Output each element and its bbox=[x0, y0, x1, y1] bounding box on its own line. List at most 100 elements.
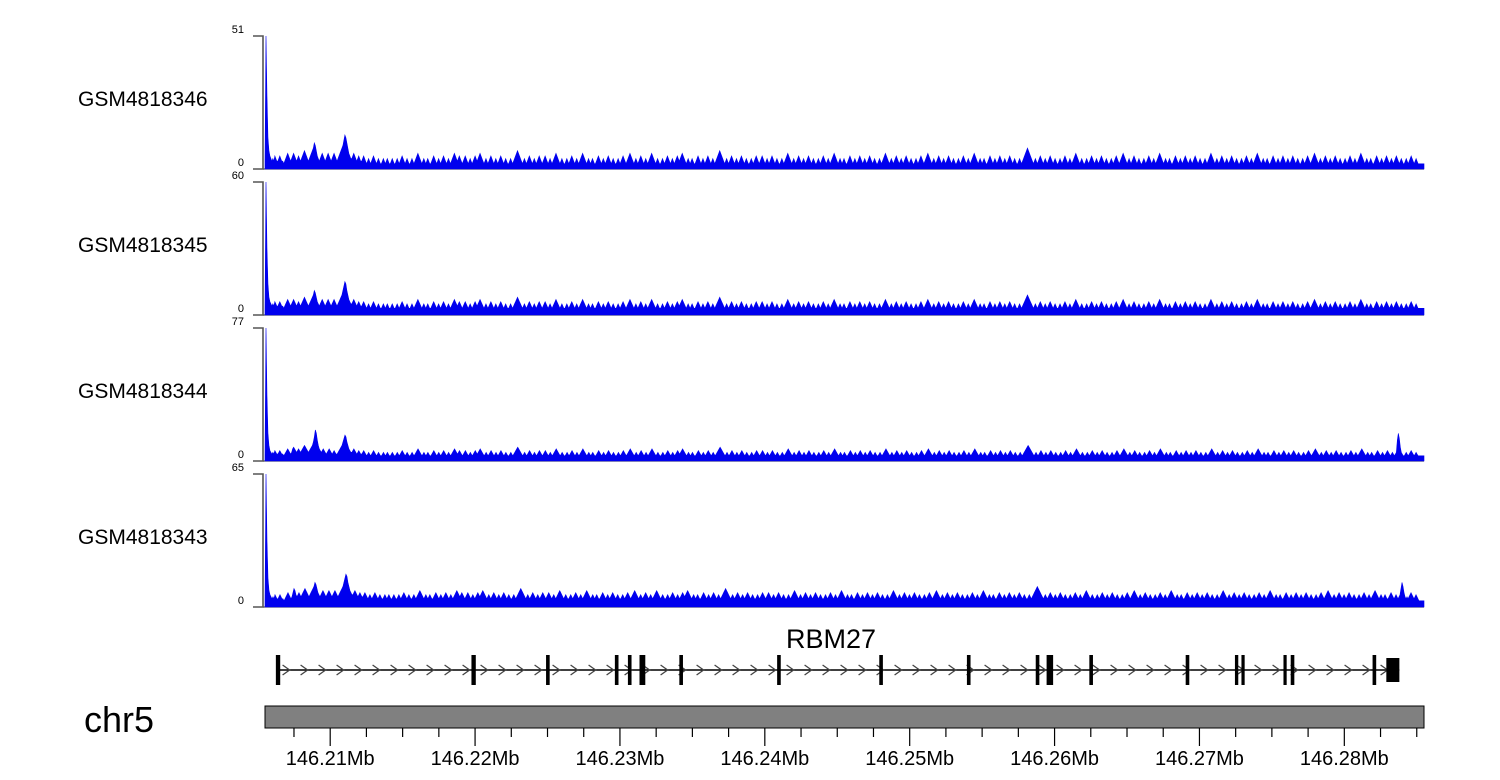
chromosome-label: chr5 bbox=[84, 699, 155, 740]
strand-arrow-icon bbox=[480, 664, 489, 676]
strand-arrow-icon bbox=[984, 664, 993, 676]
strand-arrow-icon bbox=[1056, 664, 1065, 676]
strand-arrow-icon bbox=[1200, 664, 1209, 676]
strand-arrow-icon bbox=[570, 664, 579, 676]
axis-min-label: 0 bbox=[237, 303, 244, 315]
strand-arrow-icon bbox=[822, 664, 831, 676]
strand-arrow-icon bbox=[354, 664, 363, 676]
axis-max-label: 77 bbox=[231, 316, 244, 328]
strand-arrow-icon bbox=[588, 664, 597, 676]
ruler-tick-label: 146.21Mb bbox=[285, 748, 375, 770]
strand-arrow-icon bbox=[426, 664, 435, 676]
strand-arrow-icon bbox=[858, 664, 867, 676]
strand-arrow-icon bbox=[462, 664, 471, 676]
axis-min-label: 0 bbox=[237, 157, 244, 169]
exon[interactable] bbox=[1241, 655, 1245, 685]
ruler-tick-label: 146.23Mb bbox=[575, 748, 665, 770]
strand-arrow-icon bbox=[1254, 664, 1263, 676]
strand-arrow-icon bbox=[1074, 664, 1083, 676]
track-label: GSM4818343 bbox=[78, 526, 208, 549]
signal-profile bbox=[264, 473, 1425, 608]
exon[interactable] bbox=[275, 655, 281, 685]
strand-arrow-icon bbox=[1362, 664, 1371, 676]
exon[interactable] bbox=[1089, 655, 1093, 685]
exon[interactable] bbox=[627, 655, 632, 685]
strand-arrow-icon bbox=[498, 664, 507, 676]
exon[interactable] bbox=[1372, 655, 1377, 685]
strand-arrow-icon bbox=[696, 664, 705, 676]
strand-arrow-icon bbox=[732, 664, 741, 676]
signal-track: GSM4818346 51 0 bbox=[0, 24, 1500, 175]
exon[interactable] bbox=[1283, 655, 1287, 685]
track-label: GSM4818344 bbox=[78, 380, 208, 403]
strand-arrow-icon bbox=[300, 664, 309, 676]
signal-area bbox=[264, 473, 1425, 608]
strand-arrow-icon bbox=[1002, 664, 1011, 676]
exon[interactable] bbox=[614, 655, 619, 685]
signal-area bbox=[264, 181, 1425, 316]
strand-arrow-icon bbox=[390, 664, 399, 676]
strand-arrow-icon bbox=[768, 664, 777, 676]
exon[interactable] bbox=[1290, 655, 1295, 685]
ruler-tick-label: 146.27Mb bbox=[1154, 748, 1244, 770]
strand-arrow-icon bbox=[624, 664, 633, 676]
gene-track: RBM27 bbox=[0, 620, 1500, 700]
axis-min-label: 0 bbox=[237, 449, 244, 461]
ruler-tick-label: 146.28Mb bbox=[1299, 748, 1389, 770]
ruler-tick-label: 146.25Mb bbox=[865, 748, 955, 770]
exon[interactable] bbox=[1046, 655, 1054, 685]
track-label: GSM4818346 bbox=[78, 88, 208, 111]
strand-arrow-icon bbox=[1218, 664, 1227, 676]
strand-arrow-icon bbox=[318, 664, 327, 676]
exon[interactable] bbox=[966, 655, 971, 685]
strand-arrow-icon bbox=[804, 664, 813, 676]
strand-arrow-icon bbox=[1344, 664, 1353, 676]
strand-arrow-icon bbox=[876, 664, 885, 676]
strand-arrow-icon bbox=[1128, 664, 1137, 676]
exon[interactable] bbox=[1234, 655, 1239, 685]
exon[interactable] bbox=[1035, 655, 1040, 685]
strand-arrow-icon bbox=[336, 664, 345, 676]
strand-arrow-icon bbox=[1038, 664, 1047, 676]
chromosome-bar[interactable] bbox=[264, 705, 1425, 729]
exon[interactable] bbox=[471, 655, 476, 685]
strand-arrow-icon bbox=[912, 664, 921, 676]
signal-track: GSM4818343 65 0 bbox=[0, 462, 1500, 613]
strand-arrow-icon bbox=[1272, 664, 1281, 676]
strand-arrow-icon bbox=[606, 664, 615, 676]
signal-profile bbox=[264, 327, 1425, 462]
exon[interactable] bbox=[546, 655, 550, 685]
signal-profile bbox=[264, 35, 1425, 170]
exon[interactable] bbox=[1386, 658, 1400, 682]
exon[interactable] bbox=[879, 655, 883, 685]
gene-model[interactable] bbox=[0, 620, 1500, 700]
ruler-bar[interactable] bbox=[0, 700, 1500, 746]
strand-arrow-icon bbox=[372, 664, 381, 676]
ruler-tick-label: 146.24Mb bbox=[720, 748, 810, 770]
strand-arrow-icon bbox=[930, 664, 939, 676]
coordinate-ruler: chr5 146.21Mb 146.22Mb 146.23Mb 146.24Mb 146… bbox=[0, 699, 1500, 780]
strand-arrow-icon bbox=[516, 664, 525, 676]
strand-arrow-icon bbox=[1092, 664, 1101, 676]
signal-track: GSM4818345 60 0 bbox=[0, 170, 1500, 321]
strand-arrow-icon bbox=[444, 664, 453, 676]
axis-max-label: 60 bbox=[231, 170, 244, 182]
strand-arrow-icon bbox=[714, 664, 723, 676]
ruler-tick-label: 146.22Mb bbox=[430, 748, 520, 770]
strand-arrow-icon bbox=[660, 664, 669, 676]
strand-arrow-icon bbox=[948, 664, 957, 676]
strand-arrow-icon bbox=[750, 664, 759, 676]
strand-arrow-icon bbox=[534, 664, 543, 676]
exon[interactable] bbox=[679, 655, 683, 685]
exon[interactable] bbox=[777, 655, 781, 685]
exon[interactable] bbox=[1185, 655, 1190, 685]
exon[interactable] bbox=[639, 655, 646, 685]
strand-arrow-icon bbox=[1164, 664, 1173, 676]
strand-arrow-icon bbox=[1020, 664, 1029, 676]
strand-arrow-icon bbox=[1146, 664, 1155, 676]
strand-arrow-icon bbox=[786, 664, 795, 676]
axis-min-label: 0 bbox=[237, 595, 244, 607]
strand-arrow-icon bbox=[840, 664, 849, 676]
strand-arrow-icon bbox=[408, 664, 417, 676]
strand-arrow-icon bbox=[1182, 664, 1191, 676]
